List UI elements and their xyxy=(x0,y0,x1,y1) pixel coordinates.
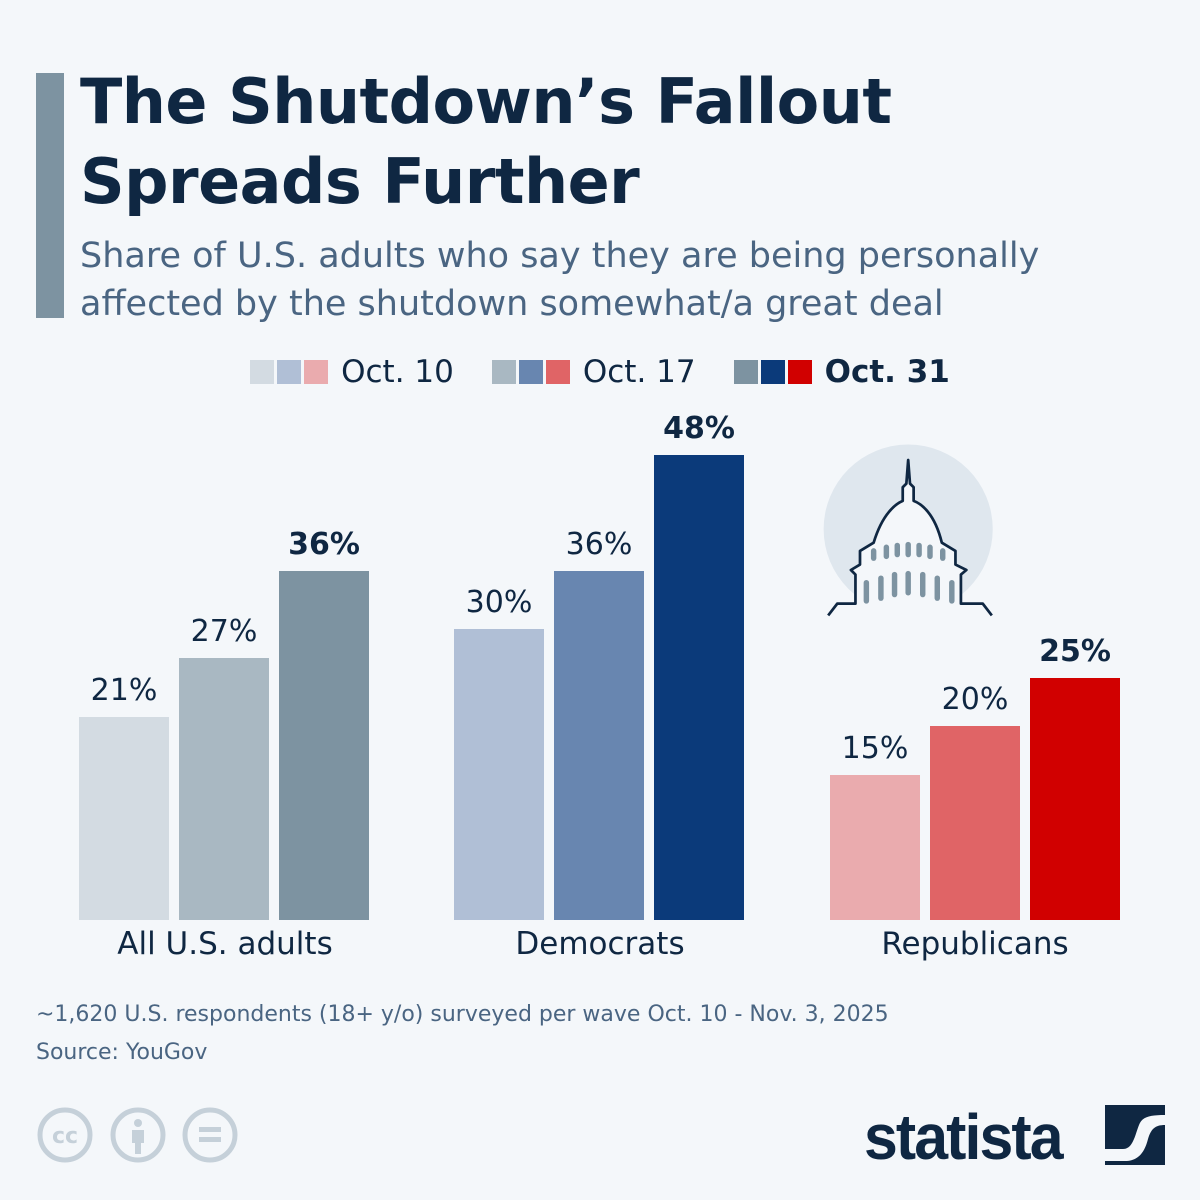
legend-label: Oct. 10 xyxy=(341,354,454,390)
category-label: All U.S. adults xyxy=(117,926,333,962)
data-label: 36% xyxy=(565,527,633,563)
svg-text:cc: cc xyxy=(52,1124,78,1149)
no-derivatives-icon xyxy=(182,1107,238,1163)
statista-logo: statista xyxy=(864,1101,1064,1173)
legend-swatch xyxy=(491,360,516,384)
data-label: 27% xyxy=(190,614,258,650)
legend-label: Oct. 17 xyxy=(582,354,696,390)
legend-swatch xyxy=(760,360,785,384)
legend-swatch xyxy=(277,360,302,384)
category-label: Republicans xyxy=(881,926,1069,962)
legend-swatch xyxy=(518,360,543,384)
data-label: 48% xyxy=(663,411,735,446)
survey-note: ~1,620 U.S. respondents (18+ y/o) survey… xyxy=(36,1002,889,1027)
capitol-icon xyxy=(823,444,993,617)
subtitle-line: Share of U.S. adults who say they are be… xyxy=(80,236,1040,276)
legend-swatch xyxy=(304,360,329,384)
title-accent-bar xyxy=(36,73,64,318)
title-line: Spreads Further xyxy=(80,145,640,218)
legend-item: Oct. 31 xyxy=(733,354,950,390)
data-label: 15% xyxy=(841,730,909,766)
bar xyxy=(79,716,169,920)
title-line: The Shutdown’s Fallout xyxy=(80,65,892,138)
subtitle: Share of U.S. adults who say they are be… xyxy=(80,232,1180,328)
data-label: 20% xyxy=(941,682,1009,718)
attribution-icon xyxy=(110,1107,166,1163)
data-label: 36% xyxy=(288,527,360,563)
legend-item: Oct. 10 xyxy=(250,354,454,390)
data-label: 30% xyxy=(465,585,533,621)
data-label: 25% xyxy=(1039,633,1111,669)
source: Source: YouGov xyxy=(36,1040,208,1065)
legend-swatch xyxy=(733,360,758,384)
bar xyxy=(654,455,744,920)
bar xyxy=(1030,677,1120,920)
bar xyxy=(830,774,920,920)
legend: Oct. 10 Oct. 17 Oct. 31 xyxy=(0,354,1200,390)
legend-swatch xyxy=(787,360,812,384)
bar xyxy=(179,658,269,920)
cc-icon: cc xyxy=(37,1107,93,1163)
bar xyxy=(930,726,1020,920)
category-label: Democrats xyxy=(515,926,685,962)
bar xyxy=(279,571,369,920)
legend-swatch xyxy=(545,360,570,384)
legend-swatch xyxy=(250,360,275,384)
bar xyxy=(454,629,544,920)
bar xyxy=(554,571,644,920)
license-icons: cc xyxy=(37,1107,238,1163)
data-label: 21% xyxy=(90,672,158,708)
legend-item: Oct. 17 xyxy=(491,354,696,390)
statista-logo-icon xyxy=(1105,1105,1165,1165)
subtitle-line: affected by the shutdown somewhat/a grea… xyxy=(80,284,944,324)
page-title: The Shutdown’s Fallout Spreads Further xyxy=(80,62,892,222)
legend-label: Oct. 31 xyxy=(824,354,950,390)
